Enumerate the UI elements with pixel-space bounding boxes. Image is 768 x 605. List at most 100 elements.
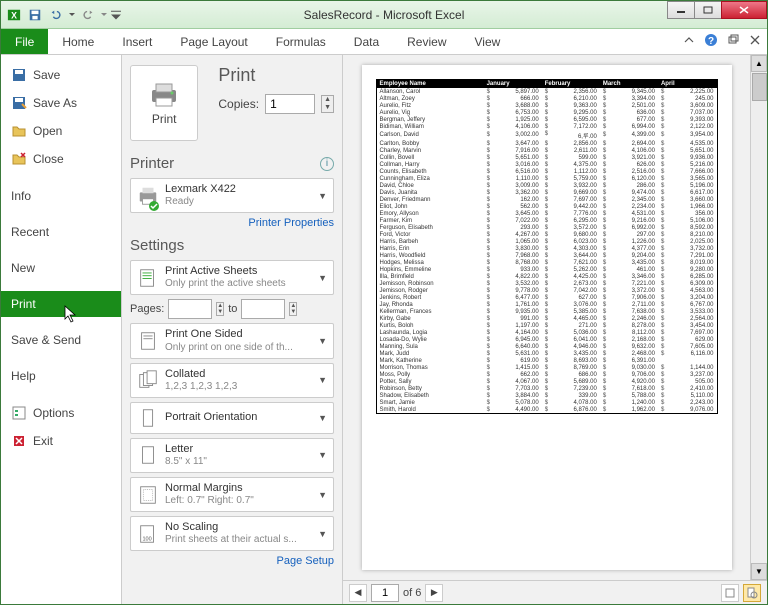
nav-save-as[interactable]: Save As (1, 89, 121, 117)
chevron-down-icon: ▼ (318, 450, 327, 460)
undo-icon[interactable] (47, 6, 65, 24)
chevron-down-icon: ▼ (318, 529, 327, 539)
settings-heading: Settings (130, 237, 184, 254)
tab-formulas[interactable]: Formulas (262, 29, 340, 54)
pages-spinner-2[interactable]: ▲▼ (289, 302, 297, 316)
nav-recent[interactable]: Recent (1, 219, 121, 245)
preview-page: Employee NameJanuaryFebruaryMarchAprilAl… (362, 65, 732, 570)
print-button[interactable]: Print (130, 65, 198, 141)
nav-info[interactable]: Info (1, 183, 121, 209)
restore-window-icon[interactable] (725, 32, 741, 48)
paper-size-sub: 8.5" x 11" (165, 456, 312, 468)
chevron-down-icon: ▼ (318, 336, 327, 346)
minimize-button[interactable] (667, 1, 695, 19)
sheets-icon (137, 267, 159, 289)
scaling-selector[interactable]: 100 No ScalingPrint sheets at their actu… (130, 516, 334, 551)
page-number-input[interactable] (371, 584, 399, 602)
minimize-ribbon-icon[interactable] (681, 32, 697, 48)
copies-input[interactable] (265, 94, 315, 114)
nav-help[interactable]: Help (1, 363, 121, 389)
nav-help-label: Help (11, 369, 36, 383)
nav-print[interactable]: Print (1, 291, 121, 317)
tab-data[interactable]: Data (340, 29, 393, 54)
nav-save-send[interactable]: Save & Send (1, 327, 121, 353)
preview-footer: ◀ of 6 ▶ (343, 580, 767, 604)
print-heading: Print (218, 65, 334, 86)
tab-page-layout[interactable]: Page Layout (166, 29, 261, 54)
scroll-down-icon[interactable]: ▼ (751, 563, 767, 580)
printer-info-icon[interactable]: i (320, 157, 334, 171)
tab-view[interactable]: View (461, 29, 515, 54)
next-page-button[interactable]: ▶ (425, 584, 443, 602)
margins-sub: Left: 0.7" Right: 0.7" (165, 495, 312, 507)
pages-from-input[interactable] (168, 299, 212, 319)
nav-new[interactable]: New (1, 255, 121, 281)
window-title: SalesRecord - Microsoft Excel (304, 8, 465, 22)
scroll-up-icon[interactable]: ▲ (751, 55, 767, 72)
preview-scrollbar[interactable]: ▲ ▼ (750, 55, 767, 580)
printer-selector[interactable]: Lexmark X422 Ready ▼ (130, 178, 334, 213)
nav-options[interactable]: Options (1, 399, 121, 427)
options-icon (11, 405, 27, 421)
chevron-down-icon: ▼ (318, 191, 327, 201)
nav-close[interactable]: Close (1, 145, 121, 173)
nav-save[interactable]: Save (1, 61, 121, 89)
prev-page-button[interactable]: ◀ (349, 584, 367, 602)
zoom-to-page-button[interactable] (743, 584, 761, 602)
save-as-icon (11, 95, 27, 111)
redo-dropdown-icon[interactable] (100, 6, 108, 24)
ribbon-tabs: File Home Insert Page Layout Formulas Da… (1, 29, 767, 55)
redo-icon[interactable] (79, 6, 97, 24)
nav-print-label: Print (11, 297, 36, 311)
excel-icon[interactable]: X (5, 6, 23, 24)
qat-customize-icon[interactable] (111, 6, 121, 24)
printer-properties-link[interactable]: Printer Properties (130, 217, 334, 229)
nav-close-label: Close (33, 152, 64, 166)
chevron-down-icon: ▼ (318, 375, 327, 385)
nav-open[interactable]: Open (1, 117, 121, 145)
sides-selector[interactable]: Print One SidedOnly print on one side of… (130, 323, 334, 358)
maximize-button[interactable] (694, 1, 722, 19)
save-icon[interactable] (26, 6, 44, 24)
portrait-icon (137, 407, 159, 429)
margins-title: Normal Margins (165, 482, 312, 495)
page-of-label: of 6 (403, 587, 421, 599)
print-what-selector[interactable]: Print Active SheetsOnly print the active… (130, 260, 334, 295)
copies-spinner[interactable]: ▲▼ (321, 95, 334, 113)
nav-options-label: Options (33, 406, 74, 420)
svg-text:100: 100 (142, 536, 151, 542)
tab-insert[interactable]: Insert (108, 29, 166, 54)
chevron-down-icon: ▼ (318, 490, 327, 500)
margins-icon (137, 484, 159, 506)
collate-selector[interactable]: Collated1,2,3 1,2,3 1,2,3 ▼ (130, 363, 334, 398)
tab-home[interactable]: Home (48, 29, 108, 54)
nav-save-send-label: Save & Send (11, 333, 81, 347)
paper-size-selector[interactable]: Letter8.5" x 11" ▼ (130, 438, 334, 473)
nav-exit-label: Exit (33, 434, 53, 448)
help-icon[interactable]: ? (703, 32, 719, 48)
backstage-nav: Save Save As Open Close Info Recent New … (1, 55, 121, 604)
nav-new-label: New (11, 261, 35, 275)
undo-dropdown-icon[interactable] (68, 6, 76, 24)
chevron-down-icon: ▼ (318, 413, 327, 423)
exit-icon (11, 433, 27, 449)
tab-review[interactable]: Review (393, 29, 460, 54)
title-bar: X SalesRecord - Microsoft Excel (1, 1, 767, 29)
close-button[interactable] (721, 1, 767, 19)
chevron-down-icon: ▼ (318, 273, 327, 283)
pages-spinner-1[interactable]: ▲▼ (216, 302, 224, 316)
scroll-thumb[interactable] (752, 73, 767, 101)
printer-icon (148, 80, 180, 108)
close-workbook-icon[interactable] (747, 32, 763, 48)
nav-exit[interactable]: Exit (1, 427, 121, 455)
show-margins-button[interactable] (721, 584, 739, 602)
tab-file[interactable]: File (1, 29, 48, 54)
sides-title: Print One Sided (165, 328, 312, 341)
nav-open-label: Open (33, 124, 62, 138)
pages-to-input[interactable] (241, 299, 285, 319)
page-setup-link[interactable]: Page Setup (130, 555, 334, 567)
margins-selector[interactable]: Normal MarginsLeft: 0.7" Right: 0.7" ▼ (130, 477, 334, 512)
print-what-title: Print Active Sheets (165, 265, 312, 278)
preview-table: Employee NameJanuaryFebruaryMarchAprilAl… (376, 79, 718, 414)
orientation-selector[interactable]: Portrait Orientation ▼ (130, 402, 334, 434)
